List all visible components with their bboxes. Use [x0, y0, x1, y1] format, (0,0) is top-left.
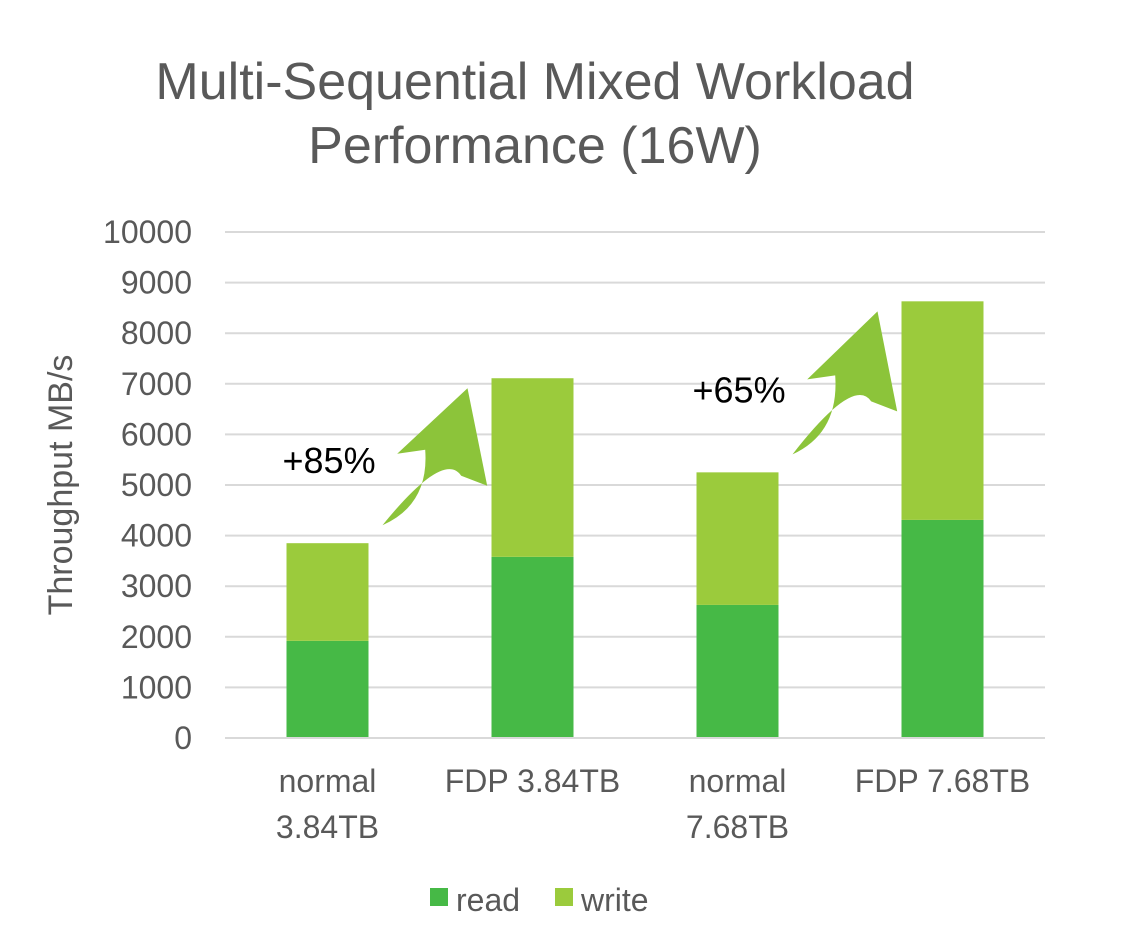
y-tick-label: 4000 [121, 518, 192, 554]
bar-read [696, 604, 779, 738]
bar-write [696, 472, 779, 605]
legend-swatch-read [430, 888, 448, 906]
growth-arrow [792, 311, 898, 455]
chart-title: Multi-Sequential Mixed Workload Performa… [130, 50, 940, 178]
growth-arrow [382, 388, 488, 526]
y-tick-label: 9000 [121, 265, 192, 301]
y-tick-label: 6000 [121, 416, 192, 452]
y-tick-label: 2000 [121, 619, 192, 655]
chart-title-line-2: Performance (16W) [308, 117, 762, 175]
y-tick-label: 7000 [121, 366, 192, 402]
growth-annotation: +85% [283, 440, 376, 481]
bar-write [491, 378, 574, 557]
bar-read [286, 640, 369, 738]
bar-read [491, 556, 574, 738]
y-tick-label: 5000 [121, 467, 192, 503]
x-category-label: normal 3.84TB [276, 763, 379, 845]
legend-label-read: read [456, 882, 520, 918]
bar-write [286, 543, 369, 641]
bar-write [901, 301, 984, 520]
y-tick-label: 8000 [121, 315, 192, 351]
legend-label-write: write [580, 882, 649, 918]
legend-swatch-write [555, 888, 573, 906]
y-tick-label: 0 [174, 720, 192, 756]
x-category-label: FDP 7.68TB [855, 763, 1030, 799]
x-category-label: FDP 3.84TB [445, 763, 620, 799]
y-tick-label: 3000 [121, 568, 192, 604]
y-axis-label: Throughput MB/s [42, 355, 80, 616]
x-category-label: normal 7.68TB [686, 763, 789, 845]
chart-title-line-1: Multi-Sequential Mixed Workload [155, 53, 915, 111]
y-tick-label: 10000 [103, 214, 192, 250]
bar-read [901, 519, 984, 738]
y-tick-label: 1000 [121, 669, 192, 705]
growth-annotation: +65% [693, 369, 786, 410]
